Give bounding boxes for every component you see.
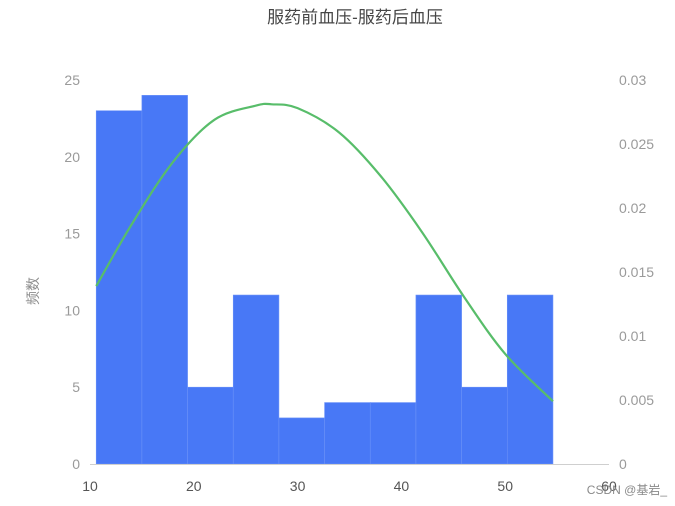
x-tick-label: 50 <box>497 478 513 494</box>
x-tick-label: 30 <box>290 478 306 494</box>
y2-tick-label: 0.005 <box>619 392 654 408</box>
y-tick-label: 20 <box>64 149 80 165</box>
watermark: CSDN @基岩_ <box>586 483 667 497</box>
y-axis-ticks: 0 5 10 15 20 25 <box>64 72 80 472</box>
y-tick-label: 10 <box>64 302 80 318</box>
y2-tick-label: 0.02 <box>619 200 646 216</box>
histogram-bar-5 <box>278 417 325 465</box>
x-tick-label: 10 <box>82 478 98 494</box>
density-curve-line <box>95 102 554 403</box>
x-tick-label: 60 <box>601 478 617 494</box>
y2-tick-label: 0 <box>619 456 627 472</box>
x-tick-label: 20 <box>186 478 202 494</box>
y-tick-label: 15 <box>64 226 80 242</box>
y2-tick-label: 0.025 <box>619 136 654 152</box>
y-tick-label: 25 <box>64 72 80 88</box>
x-axis-ticks: 10 20 30 40 50 60 <box>82 478 617 494</box>
x-tick-label: 40 <box>394 478 410 494</box>
histogram-bar-7 <box>369 402 417 465</box>
chart-title: 服药前血压-服药后血压 <box>267 8 443 27</box>
y2-tick-label: 0.03 <box>619 72 646 88</box>
bars-group <box>95 95 554 465</box>
y2-tick-label: 0.015 <box>619 264 654 280</box>
histogram-bar-6 <box>324 402 371 465</box>
histogram-bar-3 <box>187 386 234 465</box>
histogram-bar-8 <box>415 294 462 465</box>
histogram-bar-1 <box>95 110 143 465</box>
histogram-bar-2 <box>141 95 188 465</box>
histogram-bar-9 <box>461 386 508 465</box>
y-axis-label: 频数 <box>25 277 41 305</box>
y-tick-label: 0 <box>72 456 80 472</box>
y-tick-label: 5 <box>72 379 80 395</box>
y2-axis-ticks: 0 0.005 0.01 0.015 0.02 0.025 0.03 <box>619 72 654 472</box>
histogram-bar-4 <box>232 294 280 465</box>
y2-tick-label: 0.01 <box>619 328 646 344</box>
